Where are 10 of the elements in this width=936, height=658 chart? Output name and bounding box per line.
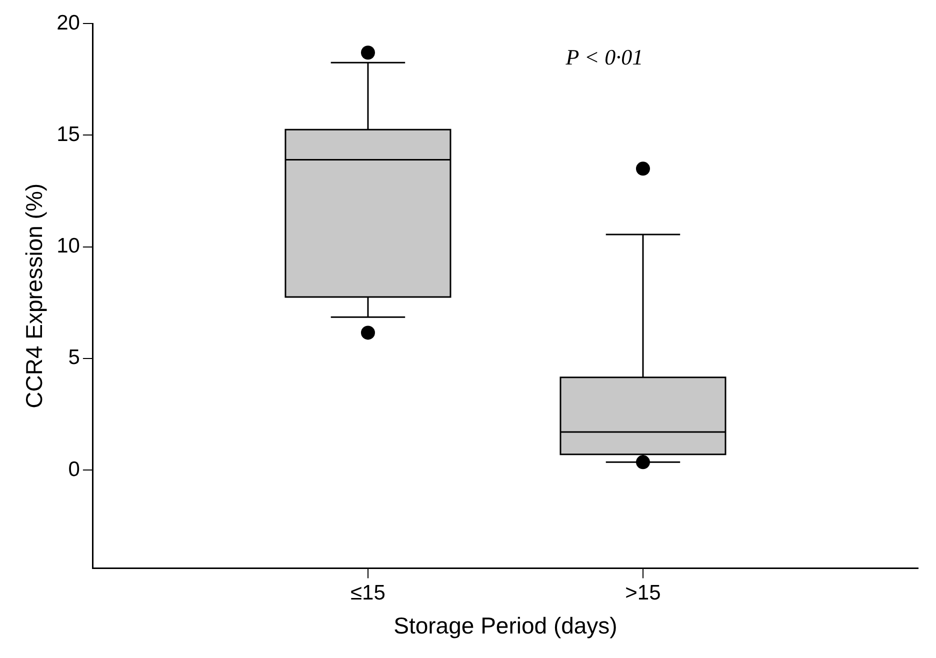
annotation: P < 0·01 [564,44,644,70]
y-tick-label: 0 [68,458,80,481]
y-tick-label: 10 [56,234,80,258]
y-tick-label: 5 [68,346,80,370]
x-tick-label: ≤15 [350,582,386,605]
x-axis-title: Storage Period (days) [394,612,618,639]
x-tick-label: >15 [625,582,661,605]
y-tick-label: 20 [56,11,80,34]
y-axis-title: CCR4 Expression (%) [21,183,48,408]
y-tick-label: 15 [56,122,80,146]
